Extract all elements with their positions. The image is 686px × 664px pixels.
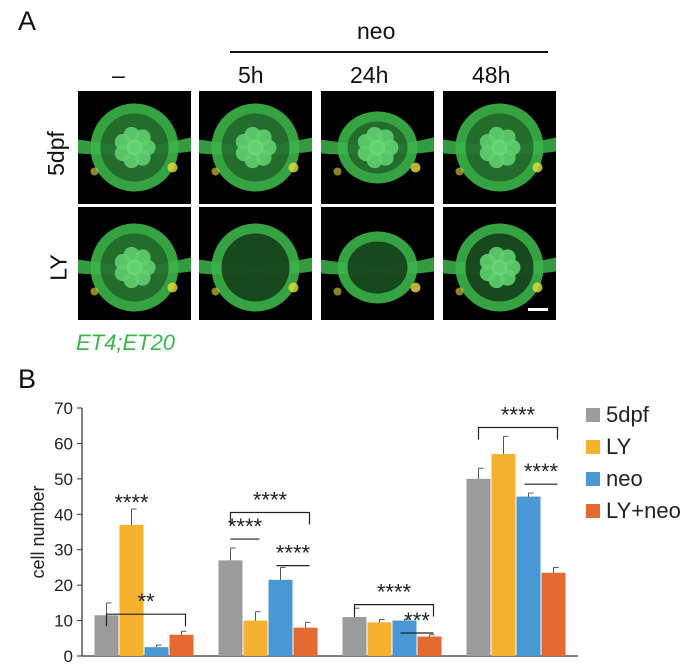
bar-ly-neo-sc xyxy=(293,627,318,656)
micrograph-ly-5h xyxy=(199,207,312,320)
genotype-label: ET4;ET20 xyxy=(76,330,176,355)
legend-label-ly-neo: LY+neo xyxy=(606,498,681,523)
micrograph-5dpf-48h xyxy=(443,91,556,204)
bar-ly-neo-hc xyxy=(169,634,194,656)
column-label-5h: 5h xyxy=(238,62,264,88)
column-label-24h: 24h xyxy=(350,62,389,88)
bar-ly-hc xyxy=(119,524,144,656)
bar-5dpf-sc xyxy=(218,560,243,656)
y-tick-label: 40 xyxy=(54,505,73,524)
micrograph-ly-24h xyxy=(321,207,434,320)
significance-bracket xyxy=(477,426,559,440)
significance-label: *** xyxy=(404,608,430,633)
significance-label: ** xyxy=(137,589,155,614)
significance-label: **** xyxy=(276,541,311,566)
micrograph-5dpf-24h xyxy=(321,91,434,204)
legend-swatch-ly-neo xyxy=(586,504,600,518)
treatment-label: neo xyxy=(357,18,396,44)
micrograph-ly-48h xyxy=(443,207,556,320)
micrograph-5dpf-5h xyxy=(199,91,312,204)
bar-neo-total xyxy=(516,496,541,656)
significance-label: **** xyxy=(501,402,536,427)
micrograph-ly-control xyxy=(78,207,191,320)
micrograph-5dpf-control xyxy=(78,91,191,204)
legend-swatch-neo xyxy=(586,472,600,486)
column-label-48h: 48h xyxy=(472,62,511,88)
panel-a-letter: A xyxy=(18,6,37,36)
significance-label: **** xyxy=(377,580,412,605)
y-axis-label: cell number xyxy=(28,485,48,578)
column-label-control: – xyxy=(112,62,125,88)
legend-label-5dpf: 5dpf xyxy=(606,402,650,427)
row-label-5dpf: 5dpf xyxy=(42,131,69,176)
significance-label: **** xyxy=(114,490,149,515)
significance-label: **** xyxy=(228,514,263,539)
y-tick-label: 20 xyxy=(54,576,73,595)
legend-swatch-5dpf xyxy=(586,408,600,422)
legend-label-ly: LY xyxy=(606,434,632,459)
bar-ly-sc xyxy=(243,620,268,656)
bar-ly-total xyxy=(491,454,516,656)
bar-ly-neo-mc xyxy=(417,636,442,656)
bar-neo-mc xyxy=(392,620,417,656)
significance-label: **** xyxy=(253,488,288,513)
row-label-ly: LY xyxy=(45,254,72,281)
bar-ly-mc xyxy=(367,622,392,656)
y-tick-label: 30 xyxy=(54,541,73,560)
treatment-bracket-line xyxy=(230,51,548,53)
significance-bracket xyxy=(105,613,187,627)
bar-ly-neo-total xyxy=(541,572,566,656)
bar-5dpf-total xyxy=(466,478,491,656)
y-tick-label: 10 xyxy=(54,612,73,631)
legend-label-neo: neo xyxy=(606,466,643,491)
bar-neo-hc xyxy=(144,647,169,656)
y-tick-label: 70 xyxy=(54,399,73,418)
bar-neo-sc xyxy=(268,579,293,656)
y-tick-label: 50 xyxy=(54,470,73,489)
significance-bracket xyxy=(229,511,311,525)
bar-5dpf-mc xyxy=(342,617,367,656)
y-tick-label: 0 xyxy=(64,647,73,664)
y-tick-label: 60 xyxy=(54,434,73,453)
significance-label: **** xyxy=(524,459,559,484)
significance-bracket xyxy=(353,604,435,617)
panel-b-letter: B xyxy=(18,364,37,394)
legend-swatch-ly xyxy=(586,440,600,454)
